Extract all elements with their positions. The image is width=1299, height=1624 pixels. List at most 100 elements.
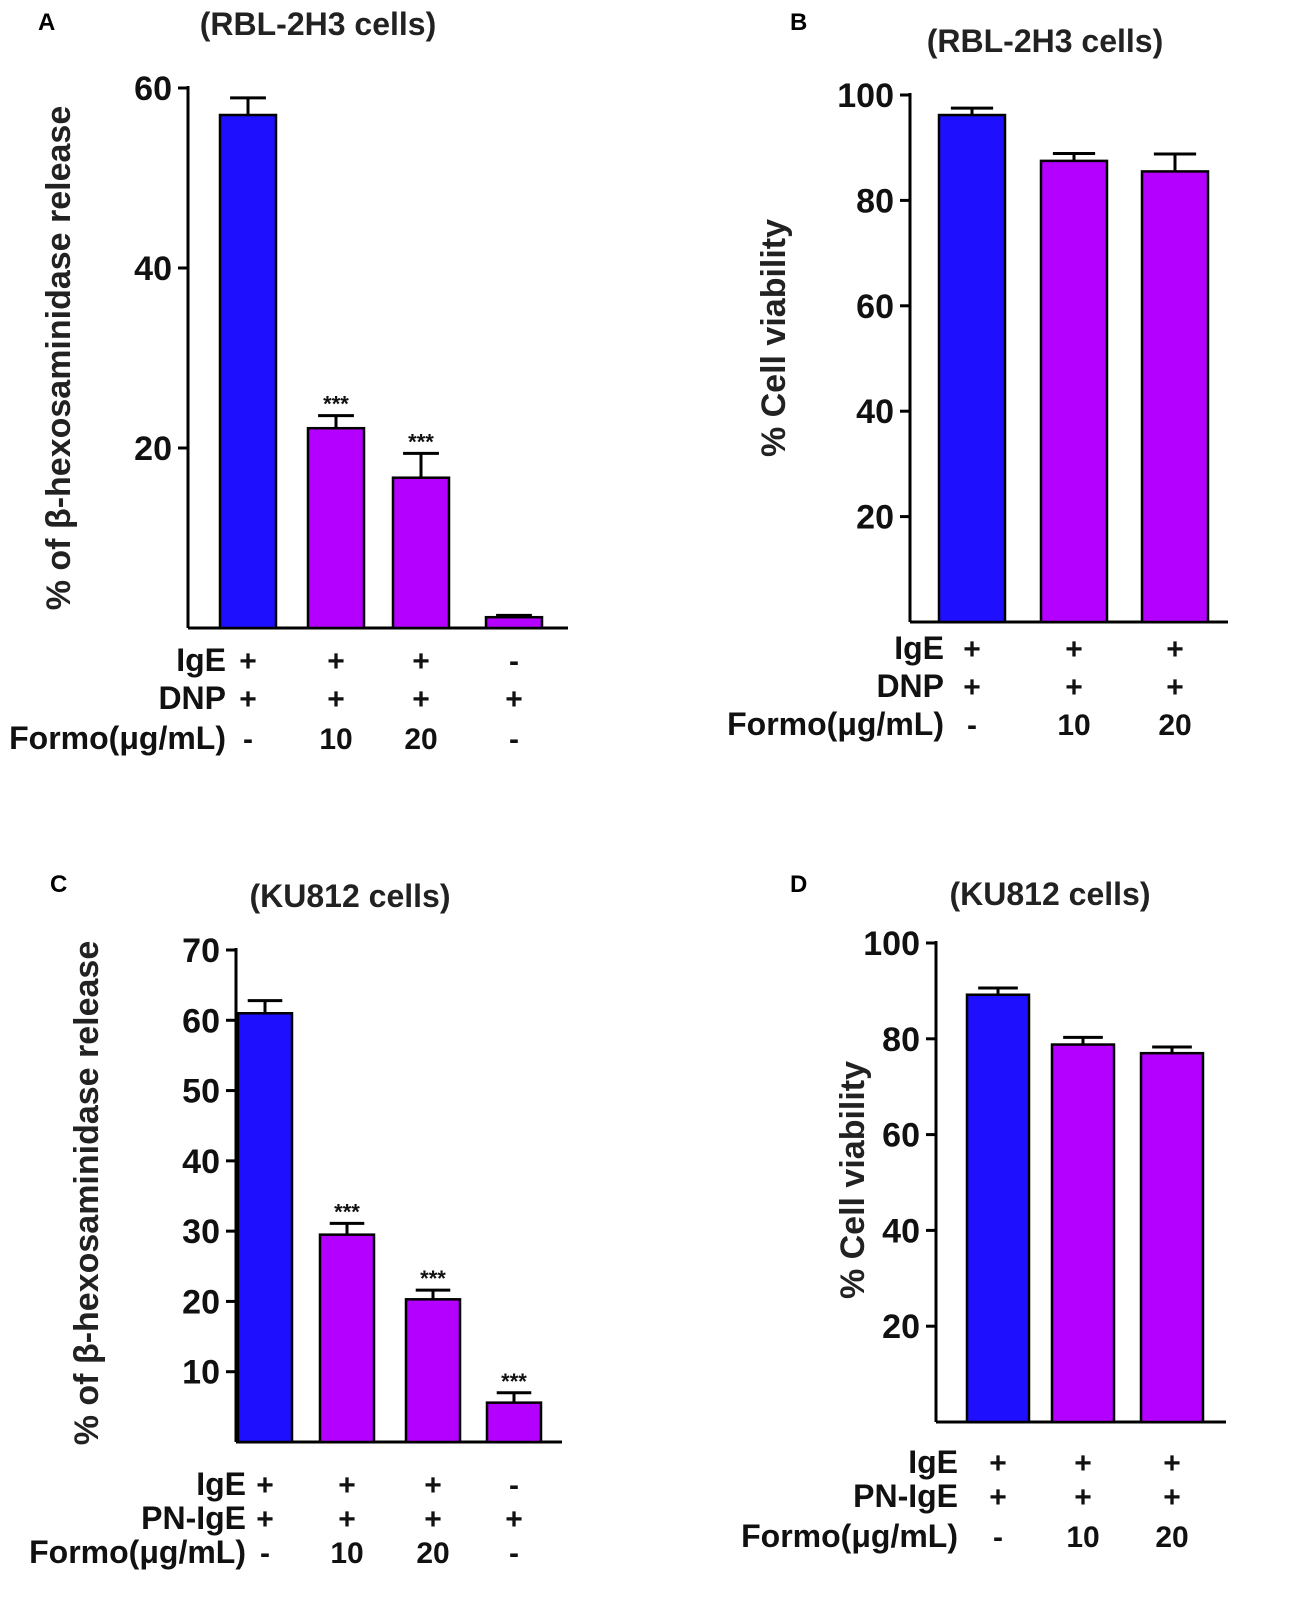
panel-label: B (790, 9, 807, 36)
condition-value: + (505, 1503, 523, 1536)
condition-value: + (338, 1503, 356, 1536)
condition-value: + (239, 645, 257, 678)
bar-1 (965, 993, 1031, 1424)
y-tick-label: 10 (182, 1354, 220, 1392)
condition-value: + (412, 683, 430, 716)
condition-value: 20 (404, 723, 437, 756)
condition-label: IgE (908, 1444, 958, 1480)
condition-value: + (1074, 1447, 1092, 1480)
condition-value: + (424, 1503, 442, 1536)
condition-label: Formo(μg/mL) (741, 1518, 958, 1554)
condition-value: + (963, 633, 981, 666)
y-tick-label: 80 (856, 182, 894, 220)
condition-label: IgE (196, 1466, 246, 1502)
condition-value: + (424, 1469, 442, 1502)
condition-value: + (239, 683, 257, 716)
condition-value: - (967, 709, 977, 742)
y-tick-label: 40 (856, 393, 894, 431)
condition-value: 10 (330, 1537, 363, 1570)
condition-label: PN-IgE (141, 1500, 246, 1536)
condition-value: - (260, 1537, 270, 1570)
y-tick-label: 20 (182, 1283, 220, 1321)
chart-title: (RBL-2H3 cells) (927, 23, 1164, 59)
condition-value: 10 (1066, 1521, 1099, 1554)
condition-value: + (1074, 1481, 1092, 1514)
y-tick-label: 80 (882, 1021, 920, 1059)
condition-label: DNP (158, 680, 226, 716)
condition-value: - (509, 1469, 519, 1502)
y-tick-label: 50 (182, 1073, 220, 1111)
chart-title: (KU812 cells) (950, 876, 1151, 912)
panel-label: A (38, 9, 55, 36)
condition-label: Formo(μg/mL) (727, 706, 944, 742)
chart-panel-c: C (KU812 cells) % of β-hexosaminidase rele… (29, 871, 562, 1570)
y-axis-label: % Cell viability (834, 1061, 872, 1299)
condition-value: + (1065, 671, 1083, 704)
chart-panel-a: A (RBL-2H3 cells) % of β-hexosaminidase re… (9, 6, 568, 756)
y-tick-label: 40 (134, 250, 172, 288)
bar-3 (1139, 1051, 1205, 1424)
condition-value: - (509, 723, 519, 756)
condition-value: + (963, 671, 981, 704)
condition-label: DNP (876, 668, 944, 704)
condition-label: IgE (176, 642, 226, 678)
bar-3 (391, 476, 451, 630)
condition-value: + (327, 683, 345, 716)
condition-value: 20 (1155, 1521, 1188, 1554)
y-tick-label: 30 (182, 1213, 220, 1251)
condition-value: + (505, 683, 523, 716)
panel-label: C (50, 871, 67, 898)
significance-marker: *** (420, 1266, 446, 1291)
condition-value: 20 (1158, 709, 1191, 742)
y-tick-label: 40 (882, 1212, 920, 1250)
y-axis-label: % of β-hexosaminidase release (40, 106, 78, 611)
bar-3 (1140, 170, 1210, 624)
condition-value: + (989, 1447, 1007, 1480)
y-axis-label: % of β-hexosaminidase release (68, 941, 106, 1446)
condition-value: + (256, 1469, 274, 1502)
bar-1 (218, 113, 278, 630)
bar-2 (318, 1233, 376, 1444)
y-tick-label: 60 (856, 288, 894, 326)
condition-value: 10 (1057, 709, 1090, 742)
condition-value: + (1163, 1447, 1181, 1480)
panel-label: D (790, 871, 807, 898)
bar-4 (485, 1401, 543, 1444)
chart-panel-d: D (KU812 cells) % Cell viability 100 80 60 40 2… (741, 871, 1226, 1554)
y-tick-label: 20 (882, 1308, 920, 1346)
y-tick-label: 40 (182, 1143, 220, 1181)
condition-value: + (338, 1469, 356, 1502)
condition-value: 20 (416, 1537, 449, 1570)
bar-2 (1050, 1043, 1116, 1424)
condition-value: + (989, 1481, 1007, 1514)
y-axis-label: % Cell viability (755, 219, 793, 457)
significance-marker: *** (408, 429, 434, 454)
significance-marker: *** (501, 1369, 527, 1394)
chart-panel-b: B (RBL-2H3 cells) % Cell viability 100 80 60 4… (727, 9, 1228, 742)
condition-value: - (243, 723, 253, 756)
condition-value: 10 (319, 723, 352, 756)
condition-label: Formo(μg/mL) (29, 1534, 246, 1570)
condition-value: + (1166, 671, 1184, 704)
bar-4 (484, 615, 544, 630)
condition-value: + (256, 1503, 274, 1536)
bar-3 (404, 1298, 462, 1444)
y-tick-label: 60 (182, 1002, 220, 1040)
chart-title: (RBL-2H3 cells) (200, 6, 437, 42)
y-tick-label: 60 (134, 70, 172, 108)
condition-value: + (1166, 633, 1184, 666)
chart-title: (KU812 cells) (250, 878, 451, 914)
condition-label: PN-IgE (853, 1478, 958, 1514)
condition-value: + (1065, 633, 1083, 666)
y-tick-label: 100 (863, 925, 920, 963)
y-tick-label: 100 (837, 77, 894, 115)
significance-marker: *** (323, 392, 349, 417)
condition-value: + (412, 645, 430, 678)
y-tick-label: 60 (882, 1117, 920, 1155)
bar-1 (236, 1012, 294, 1444)
y-tick-label: 20 (134, 430, 172, 468)
condition-label: IgE (894, 630, 944, 666)
condition-value: - (509, 1537, 519, 1570)
bar-1 (937, 113, 1007, 624)
